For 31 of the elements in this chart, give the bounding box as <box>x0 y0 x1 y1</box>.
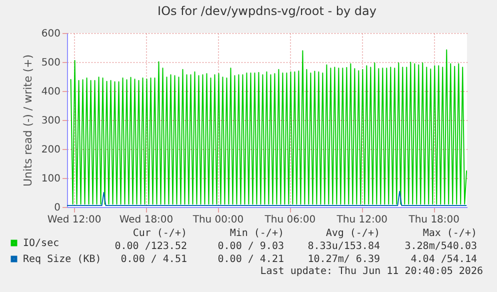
x-tick-label: Wed 18:00 <box>119 214 174 226</box>
text: 0.00 / 4.21 <box>218 254 284 265</box>
line-series <box>70 49 467 205</box>
text: Cur (-/+) <box>132 228 187 239</box>
text: 10.27m/ 6.39 <box>308 254 380 265</box>
x-tick-label: Thu 12:00 <box>336 214 388 226</box>
y-tick-label: 0 <box>54 202 60 214</box>
text: 0.00 / 9.03 <box>218 241 284 252</box>
text: Avg (-/+) <box>326 228 380 239</box>
legend-label: IO/sec <box>23 238 60 249</box>
y-tick-label: 200 <box>41 144 60 156</box>
text: 8.33u/153.84 <box>308 241 380 252</box>
text: Min (-/+) <box>230 228 284 239</box>
chart-title: IOs for /dev/ywpdns-vg/root - by day <box>158 4 376 18</box>
y-tick-label: 100 <box>41 174 60 184</box>
text: 0.00 /123.52 <box>114 241 187 252</box>
y-tick-label: 400 <box>41 86 60 98</box>
text: Last update: Thu Jun 11 20:40:05 2026 <box>260 266 483 277</box>
x-tick-label: Thu 00:00 <box>192 214 244 226</box>
text: 0.00 / 4.51 <box>120 254 187 265</box>
legend-label: Req Size (KB) <box>23 254 102 265</box>
y-tick-label: 300 <box>41 116 60 126</box>
x-tick-label: Wed 12:00 <box>47 214 102 226</box>
y-tick-label: 500 <box>41 58 60 68</box>
text: 4.04 /54.14 <box>410 254 477 265</box>
y-tick-label: 600 <box>41 28 60 40</box>
text: Max (-/+) <box>422 228 477 239</box>
y-axis-title: Units read (-) / write (+) <box>21 54 34 187</box>
text: 3.28m/540.03 <box>404 241 477 252</box>
x-tick-label: Thu 18:00 <box>408 214 460 226</box>
x-tick-label: Thu 06:00 <box>264 214 316 226</box>
